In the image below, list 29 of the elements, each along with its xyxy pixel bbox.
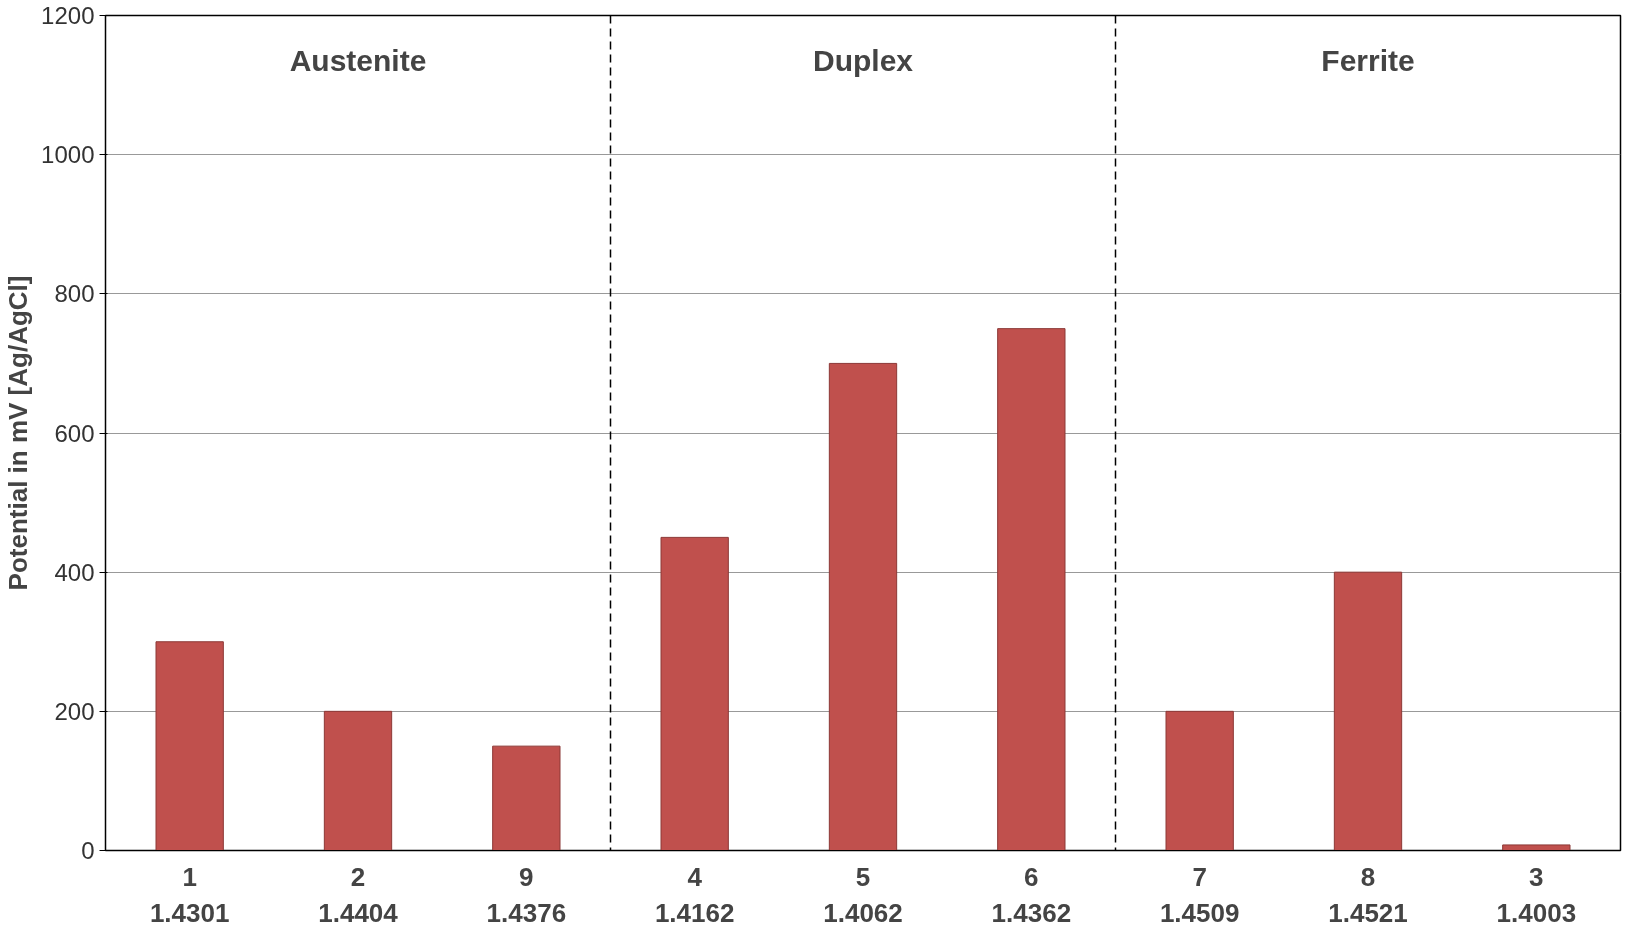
x-tick-label: 4 1.4162 [654,861,735,928]
bar [155,641,224,851]
annotation: Austenite [289,44,427,77]
y-tick-label: 400 [54,558,95,586]
bar [1502,844,1571,851]
annotation: Duplex [812,44,914,77]
bar [660,536,729,851]
x-tick-label: 6 1.4362 [991,861,1072,928]
bar [828,362,898,851]
x-tick-label: 1 1.4301 [149,861,230,928]
x-tick-label: 3 1.4003 [1496,861,1577,928]
y-tick-label: 600 [54,419,95,447]
x-tick-label: 5 1.4062 [823,861,903,928]
y-tick-label: 800 [54,280,95,308]
x-tick-label: 9 1.4376 [486,861,567,928]
bar [323,710,393,851]
bar [1165,710,1234,851]
y-axis-title: Potential in mV [Ag/AgCl] [3,275,34,591]
x-tick-label: 7 1.4509 [1159,861,1240,928]
x-tick-label: 8 1.4521 [1328,861,1408,928]
y-tick-label: 0 [81,837,95,864]
bar [1333,571,1403,851]
x-tick-label: 2 1.4404 [318,861,399,928]
y-tick-label: 1200 [41,2,95,29]
bar [997,328,1066,851]
annotation: Ferrite [1321,44,1415,77]
y-tick-label: 1000 [41,141,95,169]
y-tick-label: 200 [54,697,95,725]
bar [492,745,561,851]
